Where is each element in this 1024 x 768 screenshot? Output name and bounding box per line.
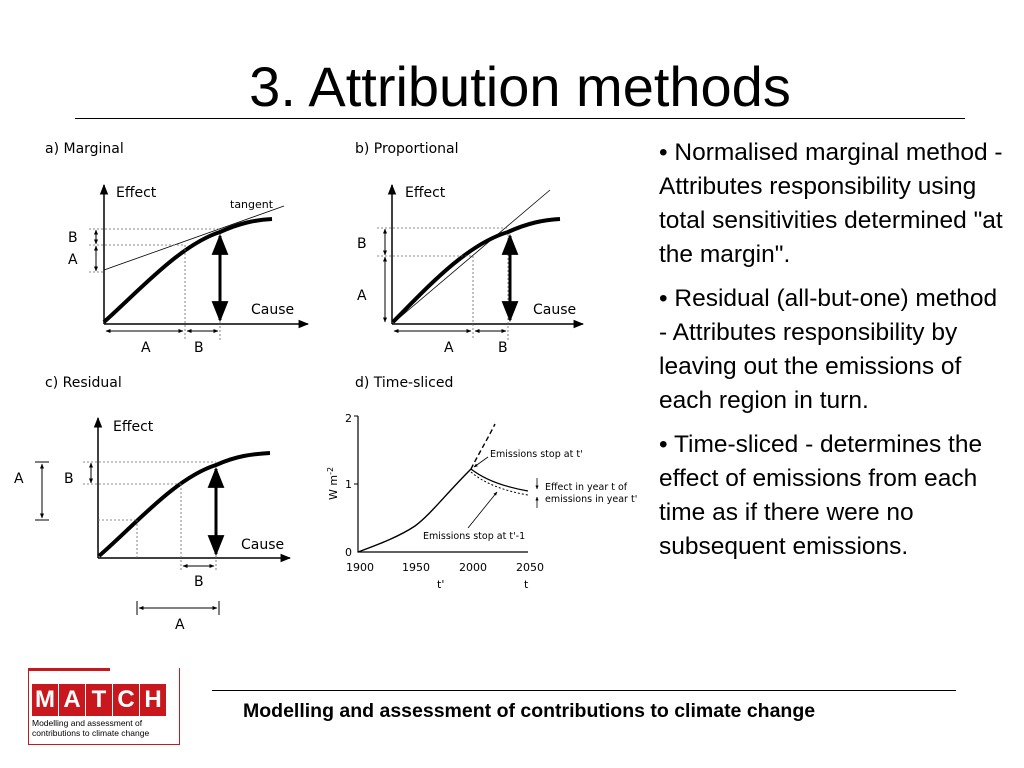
panel-c-title: c) Residual — [45, 375, 122, 391]
panel-d-emissions-curve — [357, 468, 472, 553]
panel-d-y-tick-label: 2 — [345, 412, 352, 425]
panel-c-bottom-label-a: A — [175, 617, 185, 633]
slide-title: 3. Attribution methods — [249, 55, 791, 118]
panel-a-title: a) Marginal — [45, 141, 124, 157]
bullet-residual: • Residual (all-but-one) method - Attrib… — [659, 285, 998, 414]
panel-d-y-tick-label: 0 — [345, 546, 352, 559]
bullet-list: • Normalised marginal method - Attribute… — [659, 136, 1009, 574]
match-logo: M A T C H Modelling and assessment of co… — [28, 668, 180, 746]
panel-c-left-label-a: A — [14, 471, 24, 487]
panel-c-left-label-b: B — [64, 471, 74, 487]
panel-a-y-label: Effect — [116, 185, 157, 201]
panel-b-proportional: b) Proportional Effect Cause B A A B — [355, 141, 585, 356]
panel-b-bottom-label-a: A — [444, 340, 454, 356]
panel-b-y-label: Effect — [405, 185, 446, 201]
panel-d-y-tick-label: 1 — [345, 478, 352, 491]
panel-a-left-label-a: A — [68, 252, 78, 268]
panel-c-residual: c) Residual Effect Cause A B B A — [14, 375, 292, 633]
panel-a-bottom-label-a: A — [141, 340, 151, 356]
panel-b-bottom-label-b: B — [498, 340, 508, 356]
panel-a-tangent-label: tangent — [230, 198, 274, 211]
panel-d-annotation-stop-t: Emissions stop at t' — [490, 449, 583, 460]
panel-a-marginal: a) Marginal Effect Cause tangent B A A B — [45, 141, 310, 356]
panel-a-bottom-label-b: B — [194, 340, 204, 356]
panel-d-marker-t-prime: t' — [437, 578, 444, 591]
panel-c-curve — [97, 451, 271, 558]
panel-d-x-tick-label: 1900 — [346, 561, 374, 574]
panel-d-decay-t-prime — [470, 468, 529, 492]
panel-a-left-label-b: B — [68, 230, 78, 246]
panel-d-annotation-stop-t1: Emissions stop at t'-1 — [423, 531, 525, 542]
panel-d-x-tick-label: 2000 — [459, 561, 487, 574]
panel-d-annotation-arrow — [473, 456, 489, 468]
logo-letter: M — [32, 684, 58, 716]
panel-c-y-label: Effect — [113, 419, 154, 435]
panel-d-time-sliced: d) Time-sliced 2 1 0 W m-2 1900 1950 200… — [326, 375, 637, 591]
logo-letter: C — [113, 684, 139, 716]
panel-b-left-label-b: B — [357, 236, 367, 252]
panel-d-title: d) Time-sliced — [355, 375, 453, 391]
panel-d-decay-t-minus-1 — [470, 471, 529, 496]
logo-accent-bar — [28, 668, 110, 671]
panel-d-annotation-effect-2: emissions in year t' — [545, 494, 637, 505]
logo-frame — [28, 668, 180, 745]
logo-caption: Modelling and assessment of contribution… — [32, 718, 150, 738]
panel-a-tangent-line — [103, 205, 285, 271]
panel-d-x-tick-label: 1950 — [402, 561, 430, 574]
attribution-figure: a) Marginal Effect Cause tangent B A A B… — [14, 141, 637, 633]
panel-a-curve — [102, 217, 273, 324]
panel-d-y-axis-label: W m-2 — [326, 467, 340, 500]
panel-b-x-label: Cause — [533, 302, 576, 318]
panel-d-annotation-arrow — [467, 491, 498, 529]
panel-d-continued-curve — [470, 423, 496, 470]
bullet-time-sliced: • Time-sliced - determines the effect of… — [659, 431, 983, 560]
panel-d-marker-t: t — [524, 578, 529, 591]
footer-divider — [212, 690, 956, 691]
panel-b-title: b) Proportional — [355, 141, 459, 157]
panel-b-proportional-line — [391, 189, 551, 325]
logo-letter: T — [86, 684, 112, 716]
panel-c-x-label: Cause — [241, 537, 284, 553]
footer-text: Modelling and assessment of contribution… — [243, 700, 816, 722]
bullet-marginal: • Normalised marginal method - Attribute… — [659, 139, 1003, 268]
logo-letter: H — [140, 684, 166, 716]
panel-d-x-tick-label: 2050 — [516, 561, 544, 574]
logo-letters: M A T C H — [32, 684, 166, 716]
panel-d-annotation-effect-1: Effect in year t of — [545, 482, 628, 493]
panel-b-left-label-a: A — [357, 288, 367, 304]
panel-a-x-label: Cause — [251, 302, 294, 318]
panel-c-bottom-label-b: B — [194, 574, 204, 590]
title-divider — [75, 118, 965, 119]
logo-letter: A — [59, 684, 85, 716]
